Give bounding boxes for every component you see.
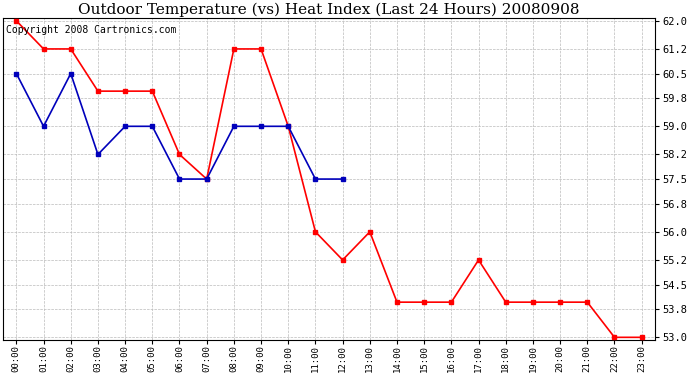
Title: Outdoor Temperature (vs) Heat Index (Last 24 Hours) 20080908: Outdoor Temperature (vs) Heat Index (Las… — [78, 3, 580, 17]
Text: Copyright 2008 Cartronics.com: Copyright 2008 Cartronics.com — [6, 25, 177, 35]
